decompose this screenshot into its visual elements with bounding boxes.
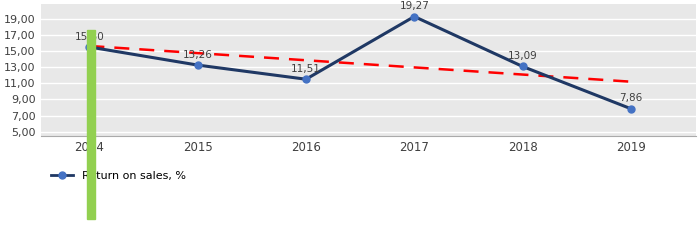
Text: 15,50: 15,50 bbox=[74, 32, 104, 42]
Text: 13,26: 13,26 bbox=[183, 50, 213, 60]
Text: 13,09: 13,09 bbox=[508, 51, 538, 61]
Text: 7,86: 7,86 bbox=[620, 93, 643, 104]
Legend: Return on sales, %: Return on sales, % bbox=[46, 167, 190, 185]
Text: 19,27: 19,27 bbox=[399, 1, 429, 11]
Text: 11,51: 11,51 bbox=[291, 64, 321, 74]
